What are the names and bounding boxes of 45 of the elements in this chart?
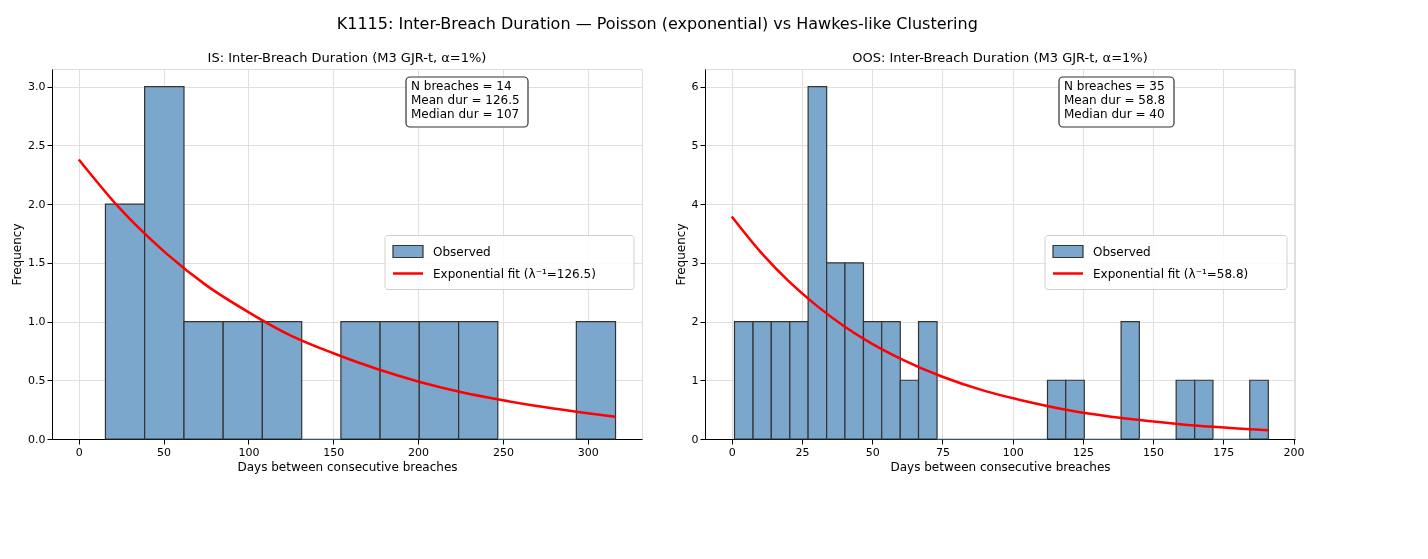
y-tick-label: 2 [691,315,699,329]
chart-subtitle: IS: Inter-Breach Duration (M3 GJR-t, α=1%) [207,50,487,65]
x-tick-label: 200 [408,445,430,459]
x-tick-label: 50 [157,445,172,459]
x-tick-label: 250 [492,445,514,459]
y-tick-label: 3.0 [28,80,46,94]
y-tick-label: 3 [691,256,699,270]
x-tick-label: 100 [1002,445,1024,459]
y-axis-title: Frequency [673,223,688,286]
x-tick-label: 0 [75,445,83,459]
x-tick-label: 125 [1072,445,1094,459]
x-tick-label: 150 [1143,445,1165,459]
y-tick-label: 1.5 [28,256,46,270]
x-tick-label: 25 [795,445,810,459]
line-series [77,158,617,418]
y-tick-label: 5 [691,138,699,152]
y-tick-label: 0.0 [28,432,46,446]
y-tick-label: 4 [691,197,699,211]
x-axis-title: Days between consecutive breaches [890,459,1111,474]
y-tick-label: 2.5 [28,138,46,152]
legend-label: Observed [433,244,491,259]
annotation: N breaches = 14 Mean dur = 126.5 Median dur = 107 [411,79,520,121]
y-tick-label: 0.5 [28,373,46,387]
y-tick-label: 6 [691,80,699,94]
x-tick-label: 175 [1213,445,1235,459]
y-axis-title: Frequency [10,223,25,286]
annotation: N breaches = 35 Mean dur = 58.8 Median dur = 40 [1064,79,1166,121]
y-tick-label: 2.0 [28,197,46,211]
chart-subtitle: OOS: Inter-Breach Duration (M3 GJR-t, α=1%) [852,50,1148,65]
legend-label: Exponential fit (λ⁻¹=58.8) [1093,266,1249,281]
y-tick-label: 0 [691,432,699,446]
x-tick-label: 150 [323,445,345,459]
x-tick-label: 200 [1283,445,1305,459]
x-axis-title: Days between consecutive breaches [237,459,458,474]
x-tick-label: 75 [935,445,950,459]
y-tick-label: 1.0 [28,315,46,329]
x-tick-label: 300 [577,445,599,459]
line-series [730,215,1270,432]
x-tick-label: 50 [865,445,880,459]
legend-label: Observed [1093,244,1151,259]
y-tick-label: 1 [691,373,699,387]
x-tick-label: 100 [238,445,260,459]
chart-title: K1115: Inter-Breach Duration — Poisson (exponential) vs Hawkes-like Clustering [336,13,978,33]
legend-label: Exponential fit (λ⁻¹=126.5) [433,266,596,281]
x-tick-label: 0 [728,445,736,459]
